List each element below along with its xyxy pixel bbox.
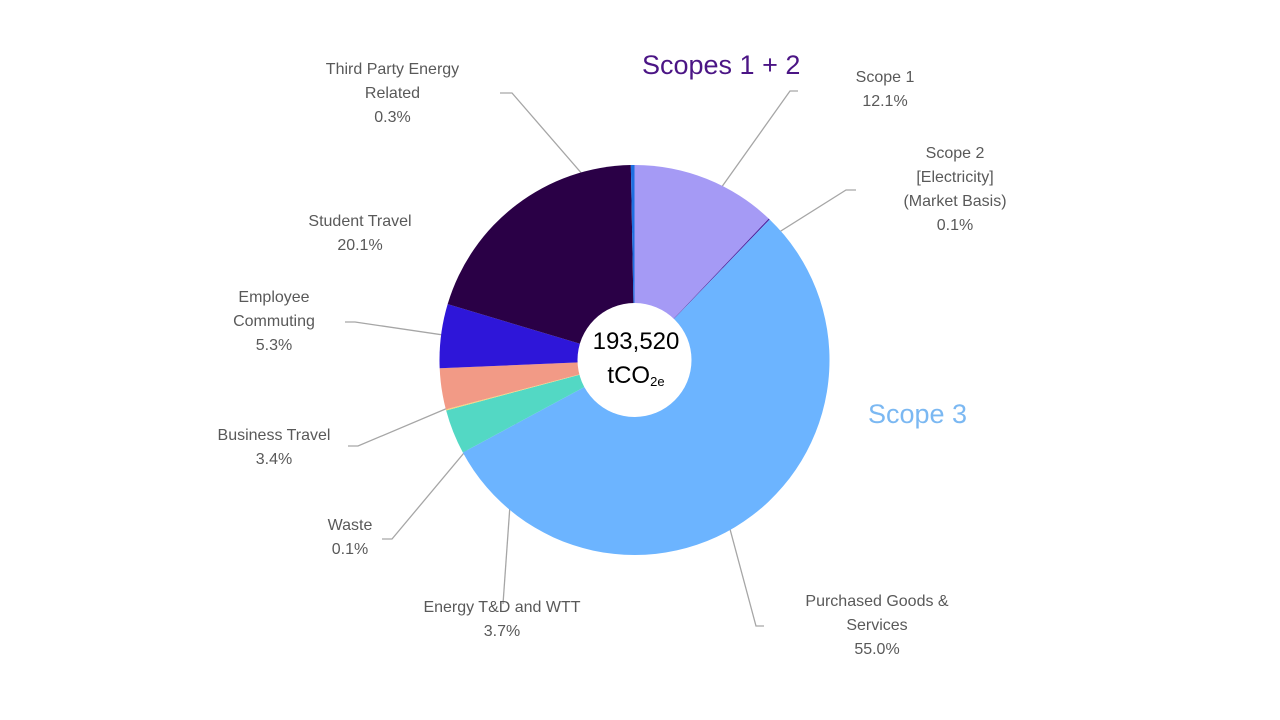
slice-label: Energy T&D and WTT 3.7%	[412, 596, 592, 644]
slice-label: Scope 2 [Electricity] (Market Basis) 0.1%	[870, 142, 1040, 238]
donut-hole	[577, 303, 692, 417]
center-value: 193,520	[592, 328, 680, 355]
slice-label-percent: 3.7%	[483, 623, 521, 640]
center-total: 193,520 tCO2e	[577, 325, 695, 399]
slice-label-name: Scope 2	[925, 145, 985, 162]
slice-label-percent: 55.0%	[854, 641, 900, 658]
slice-label-name: Purchased Goods &	[805, 593, 949, 610]
slice-label: Business Travel 3.4%	[194, 424, 354, 472]
slice-label-name: Student Travel	[308, 213, 412, 230]
slice-label-name: Commuting	[233, 313, 315, 330]
slice-scope-1	[634, 165, 769, 360]
slice-label-percent: 0.1%	[936, 217, 974, 234]
slice-label-name: Energy T&D and WTT	[423, 599, 581, 616]
slice-label: Employee Commuting 5.3%	[194, 286, 354, 358]
group-title-scopes-1-2: Scopes 1 + 2	[642, 50, 801, 80]
slice-label: Third Party Energy Related 0.3%	[300, 58, 485, 130]
slice-label-name: Related	[364, 85, 421, 102]
slice-label-name: Waste	[327, 517, 373, 534]
slice-label-percent: 0.1%	[331, 541, 369, 558]
slice-label-name: Third Party Energy	[325, 61, 460, 78]
slice-label-name: Scope 1	[855, 69, 915, 86]
slice-label: Waste 0.1%	[300, 514, 400, 562]
slice-label-percent: 0.3%	[374, 109, 411, 126]
slice-label-percent: 12.1%	[862, 93, 908, 110]
center-unit: tCO2e	[607, 362, 665, 389]
slice-label: Scope 1 12.1%	[820, 66, 950, 114]
slice-student-travel	[447, 165, 635, 360]
group-title-scope-3: Scope 3	[868, 399, 968, 429]
slice-label: Purchased Goods & Services 55.0%	[787, 590, 967, 662]
slice-label-name: Employee	[238, 289, 310, 306]
slice-label-percent: 3.4%	[255, 451, 293, 468]
slice-label: Student Travel 20.1%	[280, 210, 440, 258]
slice-label-percent: 20.1%	[337, 237, 383, 254]
slice-label-name: Services	[846, 617, 908, 634]
slice-label-name: Business Travel	[217, 427, 331, 444]
slice-label-percent: 5.3%	[255, 337, 293, 354]
slice-label-name: (Market Basis)	[903, 193, 1007, 210]
slice-label-name: [Electricity]	[916, 169, 994, 186]
